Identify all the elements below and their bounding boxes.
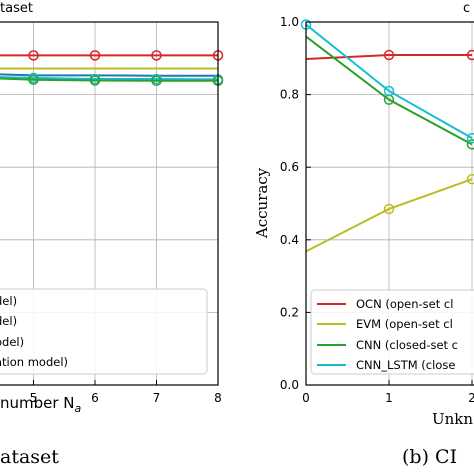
left-plot-frame	[0, 21, 219, 386]
right-caption: (b) CI	[402, 446, 457, 468]
left-x-tick-label: 7	[153, 391, 161, 405]
right-plot-frame	[305, 21, 474, 386]
left-caption: ataset	[0, 446, 59, 468]
right-series-point	[383, 49, 395, 61]
left-series-line	[0, 76, 219, 81]
right-series-point	[466, 49, 474, 61]
left-legend-entry: odel)	[0, 335, 24, 349]
left-x-ticks: 5 6 7 8	[30, 380, 222, 405]
left-series-point	[89, 50, 101, 61]
right-x-ticks: 0 1 2	[302, 380, 474, 405]
right-y-tick-label: 1.0	[280, 15, 299, 29]
right-series-point	[383, 203, 395, 215]
left-legend-entry: del)	[0, 294, 17, 308]
right-x-axis-label: Unkn	[432, 410, 473, 428]
left-x-tick-label: 6	[91, 391, 99, 405]
right-series-line	[305, 178, 473, 253]
left-legend-entry: del)	[0, 314, 17, 328]
left-x-axis-label-subscript: a	[75, 402, 82, 415]
left-x-axis-label: number Na	[0, 394, 82, 415]
right-y-tick-label: 0.0	[280, 378, 299, 392]
right-series-point	[383, 85, 395, 97]
left-series-line	[0, 77, 218, 82]
right-series-point	[466, 132, 474, 144]
right-legend-box	[310, 289, 474, 375]
left-x-tick-label: 5	[30, 391, 38, 405]
right-y-tick-label: 0.8	[280, 88, 299, 102]
right-series	[300, 19, 474, 253]
left-x-tick-label: 8	[214, 391, 222, 405]
right-x-tick-label: 1	[385, 391, 393, 405]
left-series	[0, 50, 224, 87]
right-y-axis-label: Accuracy	[253, 167, 271, 239]
right-legend: OCN (open-set cl EVM (open-set cl CNN (clo…	[310, 289, 474, 375]
right-legend-entry: EVM (open-set cl	[356, 317, 453, 331]
right-y-tick-label: 0.2	[280, 305, 299, 319]
right-y-tick-label: 0.4	[280, 233, 299, 247]
right-series-point	[466, 139, 474, 150]
left-series-point	[28, 50, 39, 61]
left-series-point	[89, 75, 101, 86]
left-series-point	[151, 50, 162, 61]
right-series-line	[305, 23, 473, 140]
left-series-point	[151, 75, 162, 87]
right-legend-entry: OCN (open-set cl	[356, 297, 453, 311]
right-series-line	[305, 35, 473, 146]
left-legend-box	[0, 288, 208, 375]
right-x-tick-label: 2	[468, 391, 474, 405]
right-legend-entry: CNN (closed-set c	[356, 338, 458, 352]
right-legend-entry: CNN_LSTM (close	[356, 358, 455, 372]
right-series-point	[466, 173, 474, 185]
left-legend: del) del) odel) ation model)	[0, 288, 208, 375]
right-chart-title: c	[463, 1, 470, 16]
right-y-tick-label: 0.6	[280, 160, 299, 174]
left-legend-entry: ation model)	[0, 355, 68, 369]
right-chart: c 0.0 0.2 0.4 0.6 0.8 1.0 0 1 2 Accuracy Unkn O…	[253, 1, 474, 468]
left-series-point	[28, 74, 39, 85]
left-x-axis-label-main: number N	[0, 394, 75, 412]
right-y-ticks: 0.0 0.2 0.4 0.6 0.8 1.0	[280, 15, 311, 392]
right-x-tick-label: 0	[302, 391, 310, 405]
left-chart-title: taset	[0, 1, 33, 16]
